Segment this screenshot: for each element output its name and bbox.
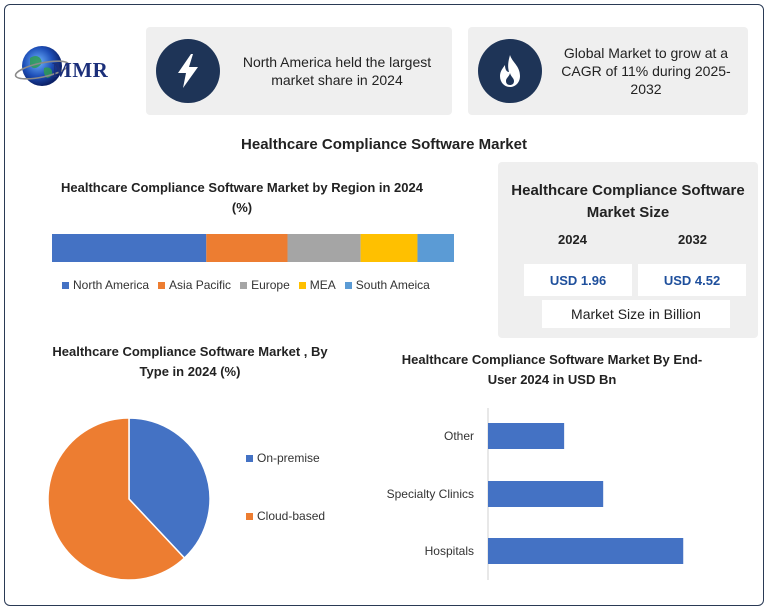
region-legend: North America Asia Pacific Europe MEA So… — [62, 278, 439, 292]
globe-icon — [14, 46, 70, 86]
market-size-unit: Market Size in Billion — [542, 300, 730, 328]
mmr-logo: MMR — [14, 40, 134, 96]
legend-item-south-america: South Ameica — [344, 278, 430, 292]
legend-label: On-premise — [257, 451, 320, 465]
region-segment-north-america — [52, 234, 207, 262]
value-2024: USD 1.96 — [524, 264, 632, 296]
main-title: Healthcare Compliance Software Market — [241, 136, 527, 153]
legend-label: Asia Pacific — [169, 278, 232, 292]
bar-hospitals — [488, 538, 684, 564]
type-chart-title: Healthcare Compliance Software Market , … — [52, 344, 328, 379]
year-2032-label: 2032 — [678, 232, 707, 247]
info-card-cagr: Global Market to grow at a CAGR of 11% d… — [468, 27, 748, 115]
region-segment-south-ameica — [417, 234, 454, 262]
pie-legend-cloud-based: Cloud-based — [246, 509, 325, 523]
region-stacked-bar — [52, 234, 454, 262]
legend-item-mea: MEA — [298, 278, 336, 292]
badge — [156, 39, 220, 103]
region-segment-europe — [287, 234, 361, 262]
market-size-panel: Healthcare Compliance Software Market Si… — [498, 162, 758, 338]
legend-item-europe: Europe — [240, 278, 290, 292]
card-text: Global Market to grow at a CAGR of 11% d… — [561, 45, 731, 97]
category-label: Specialty Clinics — [387, 487, 474, 501]
category-label: Other — [444, 429, 474, 443]
market-size-title: Healthcare Compliance Software Market Si… — [511, 182, 745, 221]
flame-icon — [500, 55, 520, 87]
legend-item-asia-pacific: Asia Pacific — [158, 278, 231, 292]
region-chart-title: Healthcare Compliance Software Market by… — [61, 180, 423, 215]
logo-text: MMR — [52, 58, 109, 82]
bar-specialty-clinics — [488, 481, 604, 507]
legend-item-north-america: North America — [62, 278, 149, 292]
value-2032: USD 4.52 — [638, 264, 746, 296]
lightning-bolt-icon — [178, 54, 198, 88]
pie-legend-on-premise: On-premise — [246, 451, 320, 465]
info-card-market-share: North America held the largest market sh… — [146, 27, 452, 115]
pie-slice-on-premise — [128, 417, 211, 560]
category-label: Hospitals — [425, 544, 474, 558]
badge — [478, 39, 542, 103]
region-segment-mea — [360, 234, 418, 262]
pie-slice-cloud-based — [47, 417, 186, 581]
legend-label: North America — [73, 278, 150, 292]
legend-label: South Ameica — [355, 278, 430, 292]
year-2024-label: 2024 — [558, 232, 587, 247]
legend-label: Europe — [251, 278, 290, 292]
legend-label: MEA — [309, 278, 336, 292]
card-text: North America held the largest market sh… — [242, 54, 432, 88]
region-segment-asia-pacific — [206, 234, 288, 262]
legend-label: Cloud-based — [257, 509, 326, 523]
enduser-bar-chart: Other Specialty Clinics Hospitals — [387, 408, 684, 580]
bar-other — [488, 423, 565, 449]
enduser-chart-title: Healthcare Compliance Software Market By… — [401, 352, 703, 387]
type-pie-chart — [47, 417, 211, 581]
